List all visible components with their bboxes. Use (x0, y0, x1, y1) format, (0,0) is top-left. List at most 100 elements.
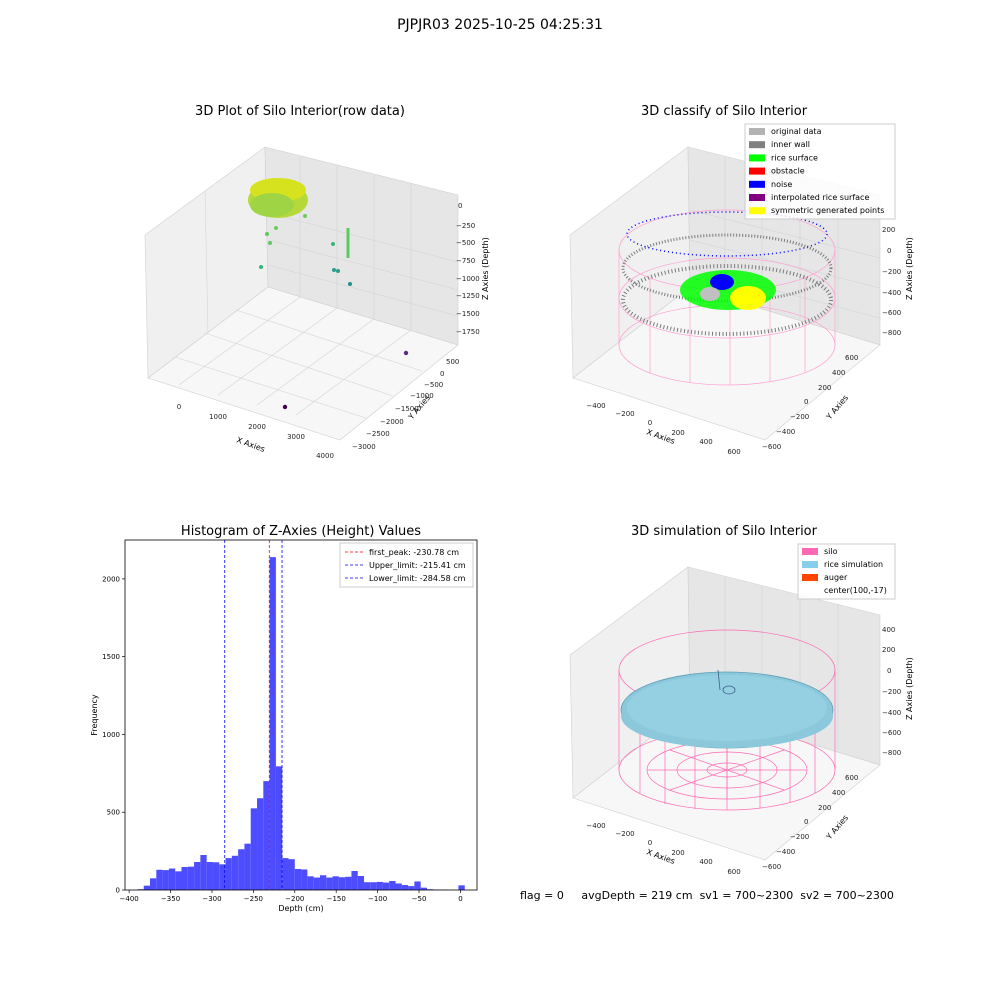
histogram-bar (263, 781, 270, 890)
raw-ytick: −3000 (352, 443, 376, 451)
legend-label: center(100,-17) (824, 586, 887, 595)
raw-ztick: −750 (456, 257, 475, 265)
classify-ytick: 0 (804, 398, 808, 406)
simulation-y-axis-label: Y Axies (824, 813, 850, 842)
histogram-xtick-label: −150 (327, 895, 346, 903)
histogram-bar (345, 876, 352, 890)
histogram-bar (332, 876, 339, 890)
simulation-ytick: −200 (790, 833, 809, 841)
histogram-xtick-label: −200 (285, 895, 304, 903)
classify-xtick: 200 (671, 429, 684, 437)
histogram-bar (351, 871, 358, 890)
histogram-bar (307, 876, 314, 890)
sv1-text: sv1 = 700~2300 (699, 889, 794, 902)
histogram-bar (244, 843, 251, 890)
simulation-z-ticks: 400 200 0 −200 −400 −600 −800 (882, 626, 901, 757)
histogram-xtick-label: −100 (368, 895, 387, 903)
classify-xtick: 600 (727, 448, 740, 456)
histogram-ytick-label: 1000 (102, 731, 120, 739)
histogram-bar (414, 881, 421, 890)
legend-label: inner wall (771, 140, 810, 149)
histogram-bar (376, 881, 383, 890)
classify-ztick: −600 (882, 309, 901, 317)
simulation-xtick: −200 (615, 830, 634, 838)
classify-3d-plot: original data inner wall rice surface obsta… (569, 123, 914, 456)
status-footer: flag = 0 avgDepth = 219 cm sv1 = 700~230… (520, 889, 894, 902)
figure-title: PJPJR03 2025-10-25 04:25:31 (397, 17, 603, 33)
histogram-bar (162, 870, 169, 890)
classify-z-ticks: 200 0 −200 −400 −600 −800 (882, 226, 901, 337)
histogram-ytick-label: 2000 (102, 575, 120, 583)
classify-ztick: −800 (882, 329, 901, 337)
raw-z-axis-label: Z Axies (Depth) (481, 237, 490, 300)
raw-xtick: 1000 (209, 413, 227, 421)
histogram-legend-label: first_peak: -230.78 cm (369, 548, 459, 557)
simulation-xtick: 600 (727, 868, 740, 876)
classify-ztick: −400 (882, 289, 901, 297)
histogram-bar (319, 875, 327, 890)
raw-x-ticks: 0 1000 2000 3000 4000 (177, 403, 334, 460)
simulation-xtick: −400 (586, 822, 605, 830)
histogram-bar (257, 798, 264, 890)
legend-swatch (749, 207, 765, 215)
histogram-xtick-label: −250 (244, 895, 263, 903)
simulation-rice-surface (620, 671, 834, 749)
histogram-y-ticks: 0 500 1000 1500 2000 (102, 575, 125, 895)
simulation-ytick: 400 (832, 789, 845, 797)
raw-xtick: 3000 (287, 433, 305, 441)
classify-ytick: 400 (832, 369, 845, 377)
legend-swatch (749, 154, 765, 162)
legend-label: rice simulation (824, 560, 883, 569)
classify-xtick: −400 (586, 402, 605, 410)
histogram-bar (389, 880, 396, 890)
histogram-xtick-label: −350 (161, 895, 180, 903)
histogram-bar (143, 885, 151, 890)
classify-y-ticks: 600 400 200 0 −200 −400 −600 (762, 354, 858, 451)
raw-ztick: −1750 (456, 328, 480, 336)
simulation-plot-title: 3D simulation of Silo Interior (631, 524, 817, 539)
legend-label: interpolated rice surface (771, 193, 869, 202)
raw-plot-title: 3D Plot of Silo Interior(row data) (195, 104, 405, 119)
simulation-ytick: 0 (804, 818, 808, 826)
classify-rice-surface (680, 270, 776, 310)
histogram-bar (458, 885, 465, 890)
classify-ytick: 600 (845, 354, 858, 362)
raw-ytick: 500 (446, 358, 459, 366)
legend-label: original data (771, 127, 822, 136)
simulation-ztick: −800 (882, 749, 901, 757)
legend-swatch (749, 167, 765, 175)
raw-ztick: −500 (456, 239, 475, 247)
histogram-xtick-label: −50 (412, 895, 427, 903)
legend-swatch (749, 141, 765, 149)
raw-ytick: 0 (440, 370, 444, 378)
classify-ytick: 200 (818, 384, 831, 392)
histogram-bar (219, 864, 226, 890)
histogram-bar (275, 766, 283, 890)
histogram-bar (194, 862, 201, 890)
histogram-reference-lines (224, 540, 283, 890)
histogram-y-axis-label: Frequency (90, 694, 99, 736)
histogram-bar (282, 858, 289, 890)
histogram-ytick-label: 0 (116, 887, 120, 895)
legend-swatch (749, 128, 765, 135)
raw-y-ticks: 500 0 −500 −1000 −1500 −2000 −2500 −3000 (352, 358, 459, 451)
histogram-bar (269, 557, 276, 890)
raw-ytick: −1500 (395, 405, 419, 413)
raw-xtick: 4000 (316, 452, 334, 460)
simulation-ztick: 0 (887, 667, 891, 675)
legend-label: rice surface (771, 153, 818, 162)
classify-xtick: −200 (615, 410, 634, 418)
flag-text: flag = 0 (520, 889, 564, 902)
histogram-bar (206, 862, 213, 890)
raw-data-points (248, 178, 409, 410)
legend-label: noise (771, 180, 792, 189)
histogram-bar (357, 876, 365, 890)
classify-ytick: −200 (790, 413, 809, 421)
raw-ytick: −1000 (410, 392, 434, 400)
legend-label: obstacle (771, 167, 805, 176)
histogram-bar (408, 886, 415, 890)
histogram-xtick-label: −400 (120, 895, 139, 903)
legend-swatch (749, 180, 765, 188)
simulation-ytick: −600 (762, 863, 781, 871)
raw-xtick: 0 (177, 403, 181, 411)
